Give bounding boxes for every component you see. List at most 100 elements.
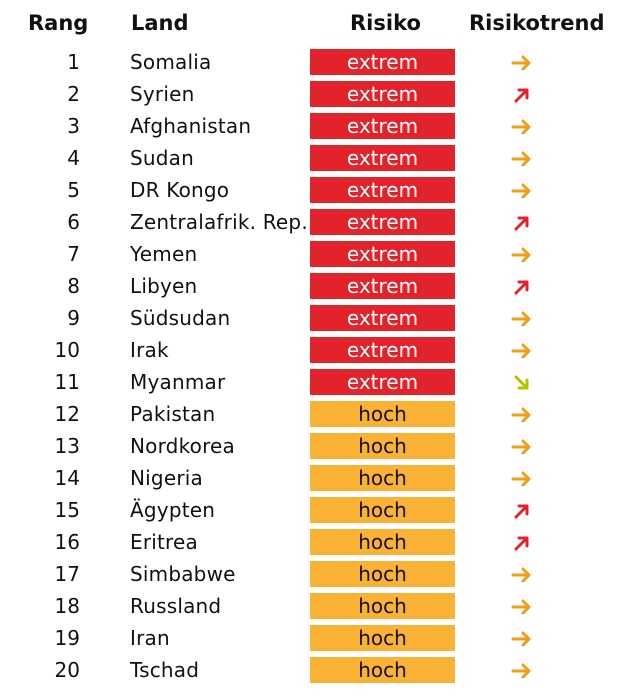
table-row: 15 Ägypten hoch: [0, 495, 620, 527]
header-risk: Risiko: [350, 11, 421, 35]
rank-cell: 18: [54, 594, 80, 618]
arrow-up-right-icon: [510, 85, 534, 105]
table-row: 8 Libyen extrem: [0, 271, 620, 303]
arrow-right-icon: [510, 405, 534, 425]
table-row: 20 Tschad hoch: [0, 655, 620, 687]
risk-badge: hoch: [310, 465, 455, 491]
arrow-down-right-icon: [510, 373, 534, 393]
table-row: 19 Iran hoch: [0, 623, 620, 655]
country-cell: Syrien: [130, 82, 195, 106]
country-cell: Afghanistan: [130, 114, 252, 138]
country-cell: Libyen: [130, 274, 198, 298]
rank-cell: 16: [54, 530, 80, 554]
table-row: 3 Afghanistan extrem: [0, 111, 620, 143]
rank-cell: 1: [67, 50, 80, 74]
table-row: 18 Russland hoch: [0, 591, 620, 623]
rank-cell: 10: [54, 338, 80, 362]
rank-cell: 19: [54, 626, 80, 650]
risk-badge: extrem: [310, 273, 455, 299]
country-cell: Sudan: [130, 146, 194, 170]
risk-badge: hoch: [310, 625, 455, 651]
rank-cell: 5: [67, 178, 80, 202]
rank-cell: 7: [67, 242, 80, 266]
rank-cell: 17: [54, 562, 80, 586]
arrow-right-icon: [510, 597, 534, 617]
rank-cell: 6: [67, 210, 80, 234]
header-trend: Risikotrend: [469, 11, 605, 35]
rank-cell: 13: [54, 434, 80, 458]
rank-cell: 2: [67, 82, 80, 106]
arrow-right-icon: [510, 309, 534, 329]
table-header: Rang Land Risiko Risikotrend: [0, 0, 620, 46]
country-cell: Ägypten: [130, 498, 216, 522]
table-row: 9 Südsudan extrem: [0, 303, 620, 335]
country-cell: Eritrea: [130, 530, 199, 554]
rank-cell: 8: [67, 274, 80, 298]
arrow-right-icon: [510, 53, 534, 73]
arrow-up-right-icon: [510, 277, 534, 297]
country-cell: Yemen: [130, 242, 198, 266]
arrow-right-icon: [510, 565, 534, 585]
table-row: 17 Simbabwe hoch: [0, 559, 620, 591]
arrow-right-icon: [510, 181, 534, 201]
arrow-up-right-icon: [510, 213, 534, 233]
country-cell: Somalia: [130, 50, 212, 74]
rank-cell: 9: [67, 306, 80, 330]
table-row: 7 Yemen extrem: [0, 239, 620, 271]
risk-badge: hoch: [310, 529, 455, 555]
table-row: 6 Zentralafrik. Rep. extrem: [0, 207, 620, 239]
country-cell: Zentralafrik. Rep.: [130, 210, 308, 234]
risk-badge: extrem: [310, 369, 455, 395]
country-cell: Russland: [130, 594, 222, 618]
risk-badge: extrem: [310, 81, 455, 107]
header-rank: Rang: [28, 11, 89, 35]
rank-cell: 4: [67, 146, 80, 170]
risk-badge: extrem: [310, 177, 455, 203]
risk-badge: hoch: [310, 497, 455, 523]
risk-badge: extrem: [310, 113, 455, 139]
country-cell: DR Kongo: [130, 178, 230, 202]
rank-cell: 11: [54, 370, 80, 394]
table-row: 1 Somalia extrem: [0, 47, 620, 79]
arrow-right-icon: [510, 629, 534, 649]
country-cell: Irak: [130, 338, 169, 362]
risk-badge: extrem: [310, 209, 455, 235]
risk-badge: extrem: [310, 145, 455, 171]
country-cell: Nordkorea: [130, 434, 236, 458]
table-row: 14 Nigeria hoch: [0, 463, 620, 495]
arrow-right-icon: [510, 437, 534, 457]
country-cell: Nigeria: [130, 466, 203, 490]
country-cell: Pakistan: [130, 402, 216, 426]
header-country: Land: [131, 11, 189, 35]
arrow-up-right-icon: [510, 533, 534, 553]
arrow-right-icon: [510, 661, 534, 681]
table-row: 11 Myanmar extrem: [0, 367, 620, 399]
table-row: 13 Nordkorea hoch: [0, 431, 620, 463]
risk-badge: hoch: [310, 593, 455, 619]
table-body: 1 Somalia extrem 2 Syrien extrem 3 Afghanistan e…: [0, 47, 620, 687]
rank-cell: 20: [54, 658, 80, 682]
table-row: 16 Eritrea hoch: [0, 527, 620, 559]
rank-cell: 15: [54, 498, 80, 522]
country-cell: Südsudan: [130, 306, 231, 330]
risk-badge: extrem: [310, 241, 455, 267]
arrow-right-icon: [510, 117, 534, 137]
table-row: 12 Pakistan hoch: [0, 399, 620, 431]
table-row: 5 DR Kongo extrem: [0, 175, 620, 207]
country-cell: Myanmar: [130, 370, 226, 394]
risk-badge: hoch: [310, 401, 455, 427]
rank-cell: 14: [54, 466, 80, 490]
arrow-right-icon: [510, 245, 534, 265]
risk-badge: extrem: [310, 49, 455, 75]
risk-badge: hoch: [310, 657, 455, 683]
risk-badge: extrem: [310, 305, 455, 331]
risk-badge: hoch: [310, 561, 455, 587]
arrow-right-icon: [510, 149, 534, 169]
risk-badge: hoch: [310, 433, 455, 459]
arrow-up-right-icon: [510, 501, 534, 521]
risk-badge: extrem: [310, 337, 455, 363]
rank-cell: 12: [54, 402, 80, 426]
arrow-right-icon: [510, 469, 534, 489]
country-cell: Simbabwe: [130, 562, 236, 586]
